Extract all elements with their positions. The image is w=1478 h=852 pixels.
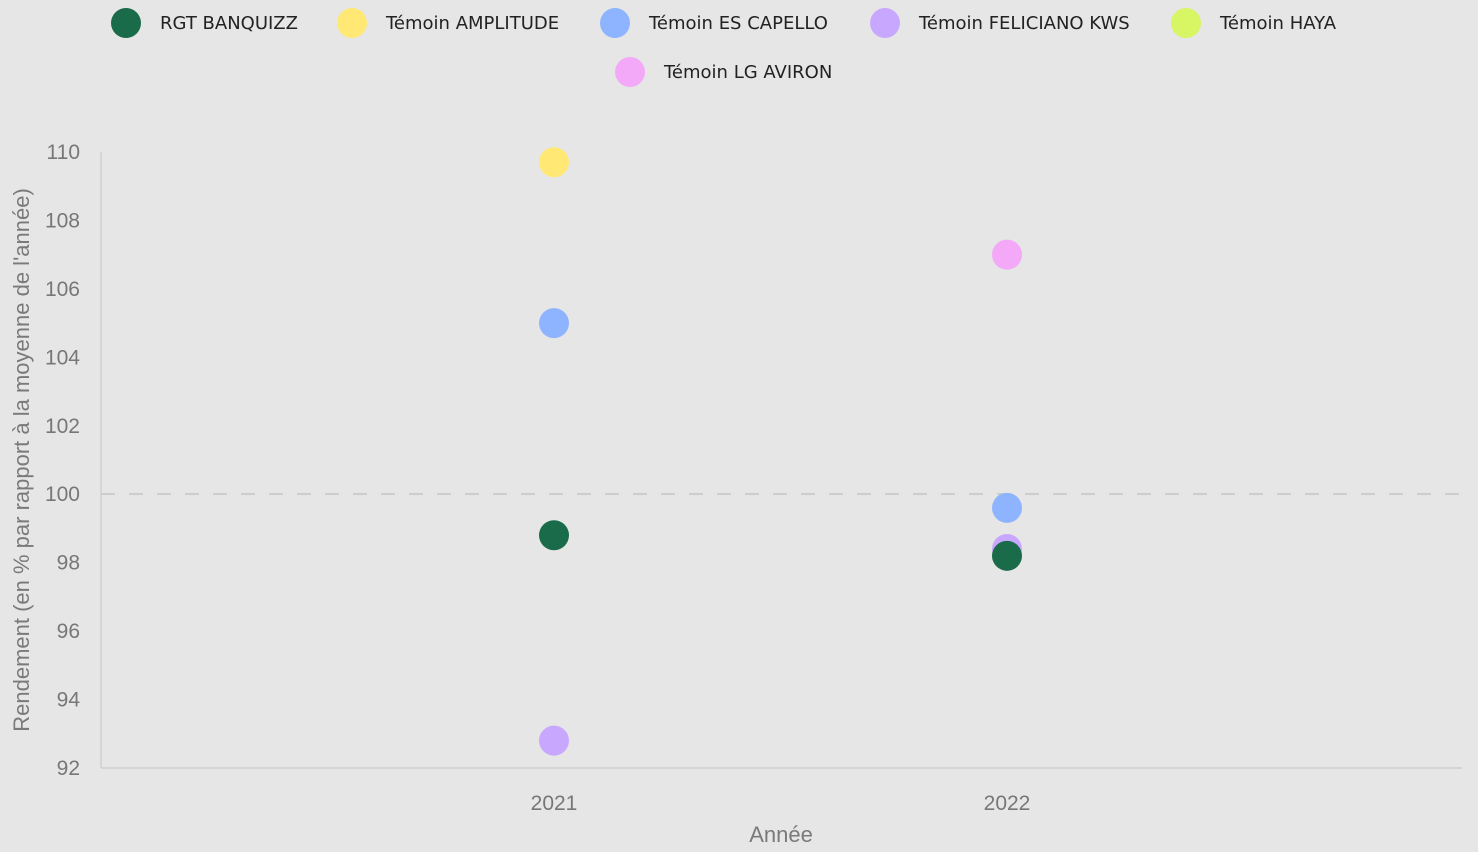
legend-item[interactable]: Témoin AMPLITUDE <box>337 8 559 38</box>
y-axis-title: Rendement (en % par rapport à la moyenne… <box>9 188 34 732</box>
data-point[interactable] <box>539 725 569 756</box>
data-point[interactable] <box>992 492 1022 523</box>
legend-label: Témoin HAYA <box>1220 12 1337 34</box>
x-tick-label: 2021 <box>531 792 578 815</box>
legend-swatch <box>870 8 900 38</box>
chart-legend: RGT BANQUIZZ Témoin AMPLITUDE Témoin ES CA… <box>0 0 1478 100</box>
y-tick-label: 98 <box>57 552 80 575</box>
data-point[interactable] <box>992 239 1022 270</box>
y-tick-label: 108 <box>45 209 80 232</box>
legend-swatch <box>615 57 645 87</box>
data-point[interactable] <box>539 147 569 178</box>
y-tick-label: 102 <box>45 415 80 438</box>
legend-label: Témoin AMPLITUDE <box>386 12 560 34</box>
data-point[interactable] <box>992 540 1022 571</box>
legend-label: Témoin LG AVIRON <box>664 61 833 83</box>
data-points <box>539 147 1022 756</box>
data-point[interactable] <box>539 308 569 339</box>
x-tick-label: 2022 <box>984 792 1031 815</box>
y-tick-label: 96 <box>57 620 80 643</box>
legend-swatch <box>1171 8 1201 38</box>
legend-item[interactable]: RGT BANQUIZZ <box>111 8 298 38</box>
y-tick-label: 110 <box>47 141 80 164</box>
legend-swatch <box>337 8 367 38</box>
y-tick-label: 106 <box>45 278 80 301</box>
y-tick-labels: 92 94 96 98 100 102 104 106 108 110 <box>45 141 80 780</box>
y-tick-label: 92 <box>57 757 80 780</box>
legend-item[interactable]: Témoin HAYA <box>1171 8 1336 38</box>
legend-item[interactable]: Témoin LG AVIRON <box>615 57 832 87</box>
legend-label: Témoin FELICIANO KWS <box>919 12 1130 34</box>
legend-swatch <box>600 8 630 38</box>
legend-label: RGT BANQUIZZ <box>160 12 298 34</box>
y-tick-label: 104 <box>45 346 80 369</box>
legend-item[interactable]: Témoin FELICIANO KWS <box>870 8 1130 38</box>
legend-item[interactable]: Témoin ES CAPELLO <box>600 8 828 38</box>
data-point[interactable] <box>539 520 569 551</box>
legend-label: Témoin ES CAPELLO <box>649 12 828 34</box>
y-tick-label: 94 <box>57 689 81 712</box>
y-tick-label: 100 <box>45 483 80 506</box>
x-tick-labels: 2021 2022 <box>531 792 1031 815</box>
x-axis-title: Année <box>749 822 813 847</box>
legend-swatch <box>111 8 141 38</box>
